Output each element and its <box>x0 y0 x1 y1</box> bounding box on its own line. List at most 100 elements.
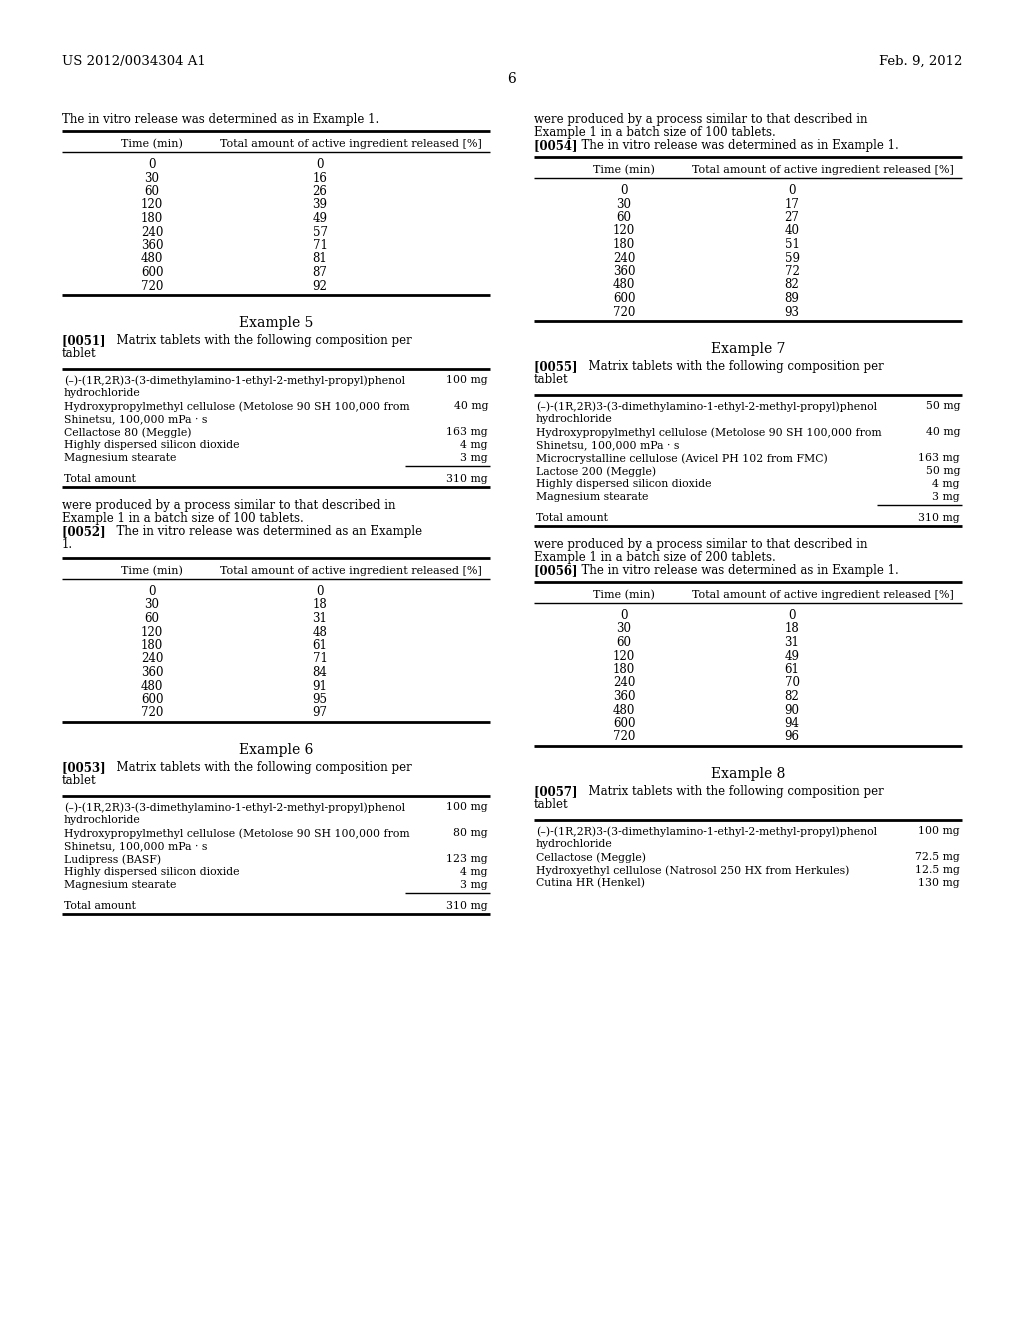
Text: 600: 600 <box>612 717 635 730</box>
Text: Total amount: Total amount <box>63 474 136 484</box>
Text: 81: 81 <box>312 252 328 265</box>
Text: Total amount of active ingredient released [%]: Total amount of active ingredient releas… <box>220 139 482 149</box>
Text: 360: 360 <box>140 667 163 678</box>
Text: Example 7: Example 7 <box>711 342 785 356</box>
Text: 0: 0 <box>788 183 796 197</box>
Text: Highly dispersed silicon dioxide: Highly dispersed silicon dioxide <box>63 440 240 450</box>
Text: 51: 51 <box>784 238 800 251</box>
Text: 93: 93 <box>784 305 800 318</box>
Text: Hydroxyethyl cellulose (Natrosol 250 HX from Herkules): Hydroxyethyl cellulose (Natrosol 250 HX … <box>536 865 849 875</box>
Text: [0054]: [0054] <box>534 139 582 152</box>
Text: 82: 82 <box>784 279 800 292</box>
Text: 89: 89 <box>784 292 800 305</box>
Text: Total amount of active ingredient released [%]: Total amount of active ingredient releas… <box>692 590 954 601</box>
Text: 60: 60 <box>616 636 632 649</box>
Text: were produced by a process similar to that described in: were produced by a process similar to th… <box>534 114 867 125</box>
Text: 94: 94 <box>784 717 800 730</box>
Text: 0: 0 <box>788 609 796 622</box>
Text: 0: 0 <box>148 585 156 598</box>
Text: 31: 31 <box>312 612 328 624</box>
Text: 600: 600 <box>140 267 163 279</box>
Text: 40: 40 <box>784 224 800 238</box>
Text: 27: 27 <box>784 211 800 224</box>
Text: 480: 480 <box>612 704 635 717</box>
Text: 30: 30 <box>616 623 632 635</box>
Text: 31: 31 <box>784 636 800 649</box>
Text: Example 6: Example 6 <box>239 743 313 756</box>
Text: 59: 59 <box>784 252 800 264</box>
Text: 16: 16 <box>312 172 328 185</box>
Text: 163 mg: 163 mg <box>446 426 488 437</box>
Text: Highly dispersed silicon dioxide: Highly dispersed silicon dioxide <box>536 479 712 488</box>
Text: were produced by a process similar to that described in: were produced by a process similar to th… <box>62 499 395 512</box>
Text: Example 8: Example 8 <box>711 767 785 781</box>
Text: Time (min): Time (min) <box>121 566 183 577</box>
Text: 180: 180 <box>613 663 635 676</box>
Text: 120: 120 <box>613 649 635 663</box>
Text: Microcrystalline cellulose (Avicel PH 102 from FMC): Microcrystalline cellulose (Avicel PH 10… <box>536 453 827 463</box>
Text: 0: 0 <box>621 609 628 622</box>
Text: 4 mg: 4 mg <box>461 440 488 450</box>
Text: 360: 360 <box>612 690 635 704</box>
Text: 40 mg: 40 mg <box>454 401 488 411</box>
Text: Matrix tablets with the following composition per: Matrix tablets with the following compos… <box>581 360 884 374</box>
Text: The in vitro release was determined as in Example 1.: The in vitro release was determined as i… <box>574 139 899 152</box>
Text: 120: 120 <box>613 224 635 238</box>
Text: US 2012/0034304 A1: US 2012/0034304 A1 <box>62 55 206 69</box>
Text: 600: 600 <box>140 693 163 706</box>
Text: Hydroxypropylmethyl cellulose (Metolose 90 SH 100,000 from: Hydroxypropylmethyl cellulose (Metolose … <box>63 401 410 412</box>
Text: [0056]: [0056] <box>534 564 582 577</box>
Text: Shinetsu, 100,000 mPa · s: Shinetsu, 100,000 mPa · s <box>536 440 679 450</box>
Text: 60: 60 <box>144 185 160 198</box>
Text: 18: 18 <box>312 598 328 611</box>
Text: [0053]: [0053] <box>62 762 110 774</box>
Text: 1.: 1. <box>62 539 73 550</box>
Text: 120: 120 <box>141 198 163 211</box>
Text: 70: 70 <box>784 676 800 689</box>
Text: Cutina HR (Henkel): Cutina HR (Henkel) <box>536 878 645 888</box>
Text: Hydroxypropylmethyl cellulose (Metolose 90 SH 100,000 from: Hydroxypropylmethyl cellulose (Metolose … <box>536 426 882 437</box>
Text: tablet: tablet <box>534 374 568 385</box>
Text: [0052]: [0052] <box>62 525 110 539</box>
Text: 40 mg: 40 mg <box>926 426 961 437</box>
Text: Cellactose (Meggle): Cellactose (Meggle) <box>536 851 646 862</box>
Text: 310 mg: 310 mg <box>446 902 488 911</box>
Text: Magnesium stearate: Magnesium stearate <box>63 453 176 463</box>
Text: 71: 71 <box>312 652 328 665</box>
Text: Total amount: Total amount <box>536 513 608 523</box>
Text: 163 mg: 163 mg <box>919 453 961 463</box>
Text: hydrochloride: hydrochloride <box>63 814 140 825</box>
Text: Ludipress (BASF): Ludipress (BASF) <box>63 854 161 865</box>
Text: 72.5 mg: 72.5 mg <box>915 851 961 862</box>
Text: Example 1 in a batch size of 100 tablets.: Example 1 in a batch size of 100 tablets… <box>62 512 304 525</box>
Text: 26: 26 <box>312 185 328 198</box>
Text: 4 mg: 4 mg <box>461 867 488 876</box>
Text: 240: 240 <box>141 226 163 239</box>
Text: Time (min): Time (min) <box>593 165 655 176</box>
Text: 49: 49 <box>312 213 328 224</box>
Text: 82: 82 <box>784 690 800 704</box>
Text: 120: 120 <box>141 626 163 639</box>
Text: 310 mg: 310 mg <box>919 513 961 523</box>
Text: 80 mg: 80 mg <box>454 828 488 838</box>
Text: 17: 17 <box>784 198 800 210</box>
Text: 92: 92 <box>312 280 328 293</box>
Text: Magnesium stearate: Magnesium stearate <box>536 492 648 502</box>
Text: Example 5: Example 5 <box>239 315 313 330</box>
Text: 720: 720 <box>141 706 163 719</box>
Text: 720: 720 <box>612 305 635 318</box>
Text: 100 mg: 100 mg <box>446 375 488 385</box>
Text: Lactose 200 (Meggle): Lactose 200 (Meggle) <box>536 466 656 477</box>
Text: tablet: tablet <box>62 774 96 787</box>
Text: 49: 49 <box>784 649 800 663</box>
Text: Time (min): Time (min) <box>121 139 183 149</box>
Text: [0051]: [0051] <box>62 334 110 347</box>
Text: 0: 0 <box>621 183 628 197</box>
Text: Cellactose 80 (Meggle): Cellactose 80 (Meggle) <box>63 426 191 437</box>
Text: 61: 61 <box>784 663 800 676</box>
Text: The in vitro release was determined as in Example 1.: The in vitro release was determined as i… <box>574 564 899 577</box>
Text: Total amount of active ingredient released [%]: Total amount of active ingredient releas… <box>220 566 482 576</box>
Text: 72: 72 <box>784 265 800 279</box>
Text: tablet: tablet <box>534 799 568 810</box>
Text: 360: 360 <box>140 239 163 252</box>
